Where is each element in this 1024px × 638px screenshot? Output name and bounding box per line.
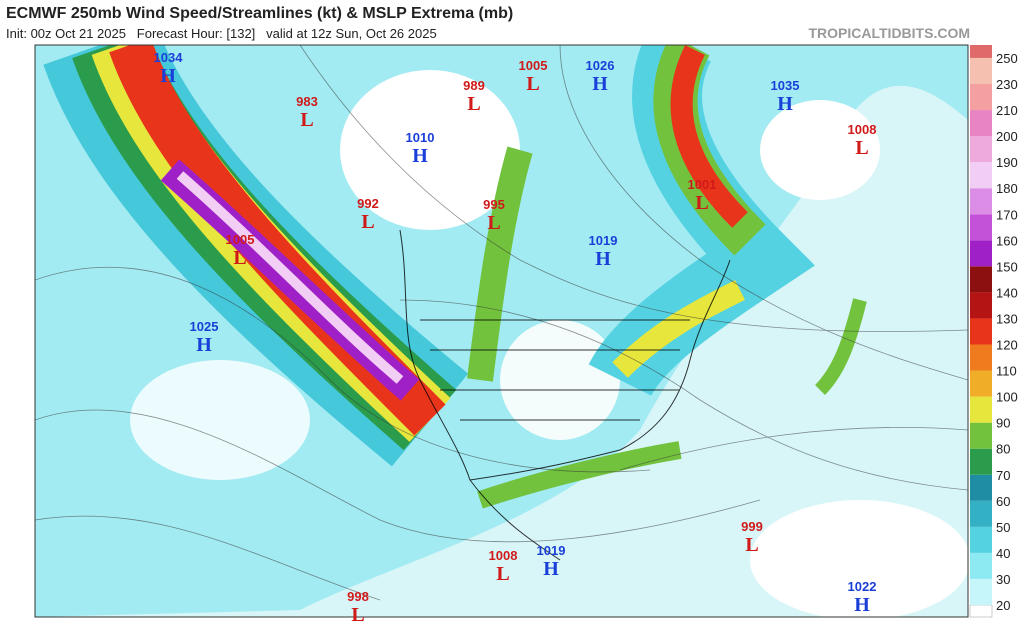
colorbar-label: 40 — [996, 546, 1010, 561]
colorbar-label: 200 — [996, 129, 1018, 144]
colorbar-segment — [970, 448, 992, 475]
pressure-kind: L — [300, 109, 313, 131]
colorbar-segment — [970, 162, 992, 189]
pressure-kind: H — [160, 65, 176, 87]
colorbar-segment — [970, 422, 992, 449]
colorbar-segment — [970, 500, 992, 527]
pressure-kind: H — [854, 594, 870, 616]
colorbar-segment — [970, 188, 992, 215]
pressure-kind: L — [351, 604, 364, 626]
pressure-kind: L — [745, 534, 758, 556]
colorbar-segment — [970, 84, 992, 111]
colorbar-label: 80 — [996, 442, 1010, 457]
colorbar-segment — [970, 214, 992, 241]
colorbar-label: 170 — [996, 207, 1018, 222]
colorbar-segment — [970, 266, 992, 293]
pressure-value: 998 — [347, 589, 369, 604]
pressure-value: 1026 — [586, 58, 615, 73]
colorbar-segment — [970, 344, 992, 371]
pressure-kind: L — [487, 212, 500, 234]
map — [35, 45, 968, 617]
pressure-value: 1034 — [154, 50, 184, 65]
pressure-value: 1010 — [406, 130, 435, 145]
colorbar-label: 20 — [996, 598, 1010, 613]
colorbar-label: 100 — [996, 390, 1018, 405]
pressure-value: 1001 — [688, 177, 717, 192]
colorbar-label: 130 — [996, 311, 1018, 326]
pressure-value: 1022 — [848, 579, 877, 594]
pressure-kind: L — [526, 73, 539, 95]
pressure-value: 1005 — [226, 232, 255, 247]
pressure-value: 1008 — [848, 122, 877, 137]
colorbar-label: 60 — [996, 494, 1010, 509]
pressure-value: 983 — [296, 94, 318, 109]
pressure-value: 1019 — [589, 233, 618, 248]
colorbar-label: 150 — [996, 259, 1018, 274]
pressure-kind: H — [777, 93, 793, 115]
colorbar-segment — [970, 240, 992, 267]
colorbar-segment — [970, 57, 992, 84]
map-frame — [34, 44, 969, 618]
colorbar-label: 30 — [996, 572, 1010, 587]
pressure-kind: H — [412, 145, 428, 167]
colorbar-label: 110 — [996, 364, 1017, 379]
colorbar-segment — [970, 474, 992, 501]
pressure-kind: L — [496, 563, 509, 585]
colorbar-segment — [970, 136, 992, 163]
pressure-value: 1008 — [489, 548, 518, 563]
colorbar-segment — [970, 526, 992, 553]
colorbar-segment — [970, 578, 992, 605]
colorbar: 20 30 40 50 60 70 80 90 100 110 120 130 140 150 160 170… — [969, 45, 1018, 618]
pressure-kind: H — [595, 248, 611, 270]
colorbar-label: 180 — [996, 181, 1018, 196]
pressure-value: 989 — [463, 78, 485, 93]
colorbar-label: 160 — [996, 233, 1018, 248]
pressure-value: 1025 — [190, 319, 219, 334]
colorbar-segment — [970, 552, 992, 579]
pressure-value: 1019 — [537, 543, 566, 558]
pressure-kind: L — [233, 247, 246, 269]
watermark: TROPICALTIDBITS.COM — [808, 25, 970, 41]
pressure-value: 1005 — [519, 58, 548, 73]
colorbar-label: 50 — [996, 520, 1010, 535]
colorbar-label: 90 — [996, 416, 1010, 431]
colorbar-label: 210 — [996, 103, 1018, 118]
pressure-value: 999 — [741, 519, 763, 534]
pressure-kind: H — [543, 558, 559, 580]
pressure-value: 995 — [483, 197, 505, 212]
subtitle: Init: 00z Oct 21 2025 Forecast Hour: [13… — [6, 26, 437, 41]
pressure-kind: L — [695, 192, 708, 214]
colorbar-label: 140 — [996, 285, 1018, 300]
pressure-kind: H — [592, 73, 608, 95]
title: ECMWF 250mb Wind Speed/Streamlines (kt) … — [6, 5, 513, 22]
colorbar-label: 120 — [996, 338, 1018, 353]
colorbar-segment — [970, 396, 992, 423]
pressure-value: 992 — [357, 196, 379, 211]
pressure-kind: L — [361, 211, 374, 233]
pressure-value: 1035 — [771, 78, 800, 93]
colorbar-label: 230 — [996, 77, 1018, 92]
colorbar-label: 70 — [996, 468, 1010, 483]
colorbar-segment — [970, 110, 992, 137]
pressure-kind: L — [467, 93, 480, 115]
colorbar-label: 250 — [996, 51, 1018, 66]
colorbar-segment — [970, 45, 992, 58]
colorbar-segment — [970, 370, 992, 397]
pressure-kind: H — [196, 334, 212, 356]
colorbar-label: 190 — [996, 155, 1018, 170]
colorbar-segment — [970, 292, 992, 319]
colorbar-segment — [970, 318, 992, 345]
pressure-kind: L — [855, 137, 868, 159]
